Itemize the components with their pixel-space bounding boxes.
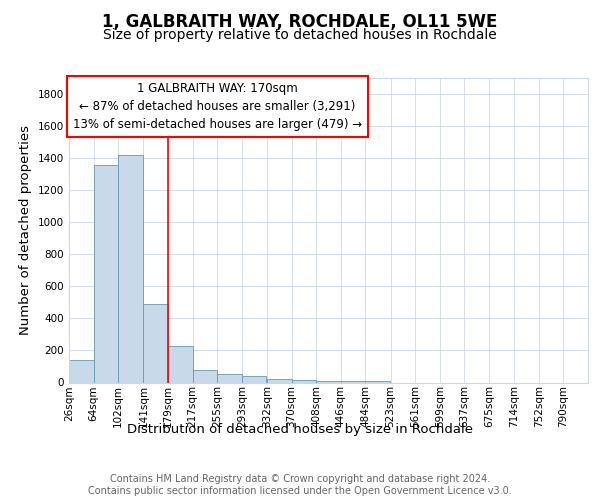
Bar <box>193 370 217 382</box>
Bar <box>168 346 193 383</box>
Text: Contains HM Land Registry data © Crown copyright and database right 2024.: Contains HM Land Registry data © Crown c… <box>110 474 490 484</box>
Bar <box>143 304 168 382</box>
Text: Distribution of detached houses by size in Rochdale: Distribution of detached houses by size … <box>127 422 473 436</box>
Bar <box>242 376 266 382</box>
Bar <box>316 381 341 382</box>
Text: Size of property relative to detached houses in Rochdale: Size of property relative to detached ho… <box>103 28 497 42</box>
Bar <box>94 165 118 382</box>
Text: 1 GALBRAITH WAY: 170sqm
← 87% of detached houses are smaller (3,291)
13% of semi: 1 GALBRAITH WAY: 170sqm ← 87% of detache… <box>73 82 362 132</box>
Bar <box>292 380 316 382</box>
Y-axis label: Number of detached properties: Number of detached properties <box>19 125 32 335</box>
Bar <box>217 374 242 382</box>
Text: Contains public sector information licensed under the Open Government Licence v3: Contains public sector information licen… <box>88 486 512 496</box>
Text: 1, GALBRAITH WAY, ROCHDALE, OL11 5WE: 1, GALBRAITH WAY, ROCHDALE, OL11 5WE <box>103 12 497 30</box>
Bar <box>69 360 94 382</box>
Bar <box>341 381 365 382</box>
Bar <box>365 381 390 382</box>
Bar <box>118 154 143 382</box>
Bar <box>267 380 292 382</box>
